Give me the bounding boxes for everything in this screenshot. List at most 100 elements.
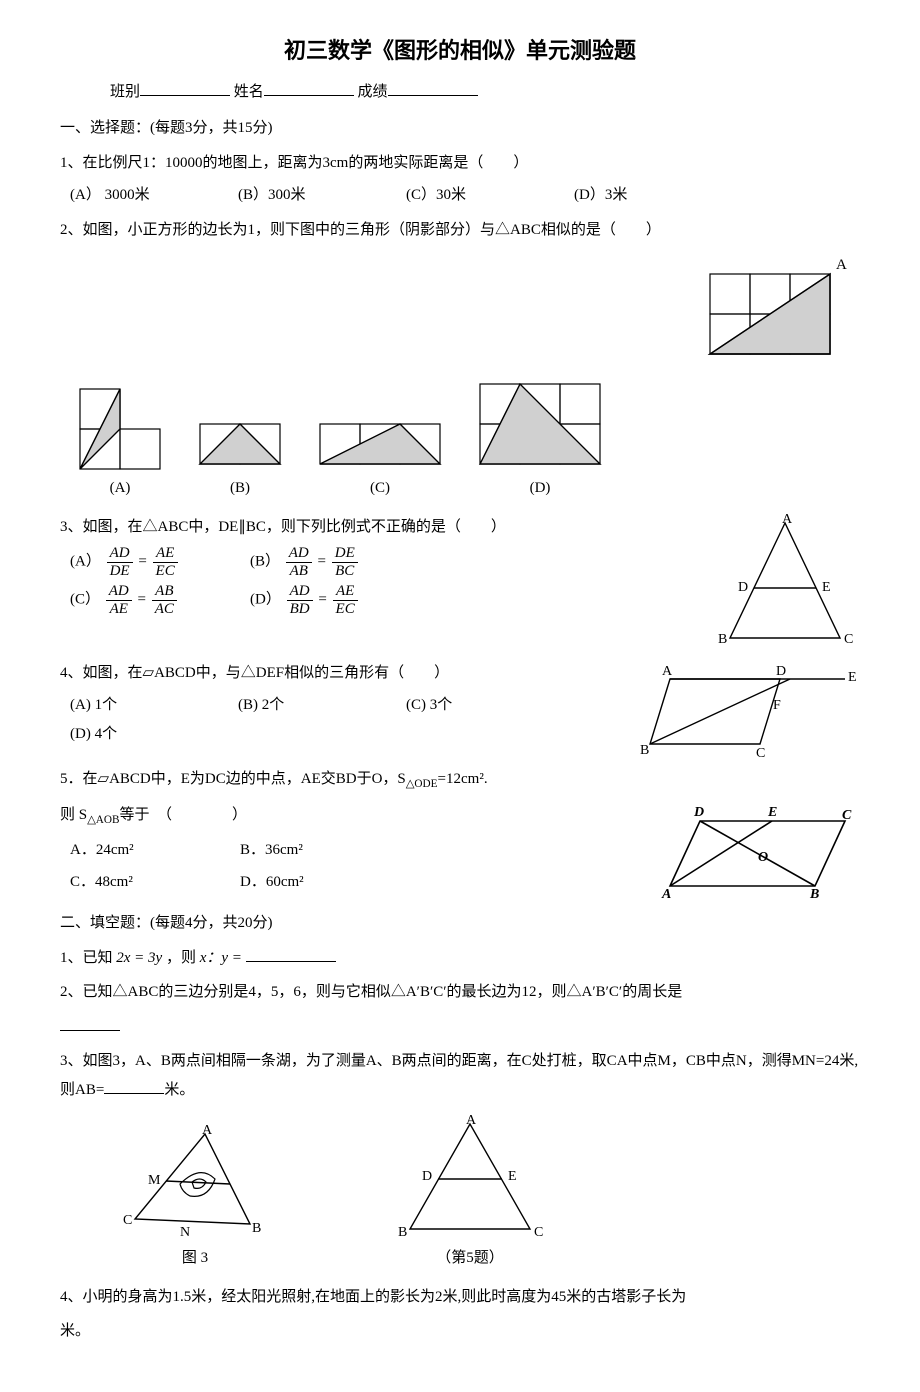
s2q1-prefix: 1、已知 (60, 950, 113, 966)
q4-v-c: C (756, 746, 765, 759)
q3-a-lbl: (A） (70, 554, 101, 570)
q5-stem-line: 5．在▱ABCD中，E为DC边的中点，AE交BD于O，S△ODE=12cm². (60, 765, 860, 795)
q4-v-d: D (776, 664, 786, 679)
q5-mid: ABCD中，E为DC边的中点，AE交BD于O，S (109, 771, 406, 787)
q5-suffix: =12cm². (438, 771, 488, 787)
q4: 4、如图，在▱ABCD中，与△DEF相似的三角形有（ ） (A) 1个 (B) … (60, 659, 860, 759)
q2-fig-d (470, 374, 610, 474)
q4-opt-d: (D) 4个 (70, 720, 210, 749)
s2q3f1-n: N (180, 1225, 190, 1240)
frac-den: BC (332, 563, 358, 580)
q5-v-e: E (767, 805, 777, 820)
frac-den: DE (107, 563, 133, 580)
name-label: 姓名 (234, 84, 264, 100)
score-label: 成绩 (358, 84, 388, 100)
q4-stem: 4、如图，在▱ABCD中，与△DEF相似的三角形有（ ） (60, 659, 600, 688)
q3-figure: A B C D E (710, 513, 860, 653)
s2-q1: 1、已知 2x = 3y ，则 x：y = (60, 944, 860, 973)
q4-opt-c: (C) 3个 (406, 691, 546, 720)
frac-num: AD (107, 545, 133, 563)
frac-num: AE (153, 545, 178, 563)
frac-den: AB (286, 563, 312, 580)
q1: 1、在比例尺1：10000的地图上，距离为3cm的两地实际距离是（ ） (A） … (60, 149, 860, 210)
q5-v-a: A (661, 887, 671, 901)
s2q3-cap1: 图 3 (120, 1244, 270, 1273)
frac-num: AD (286, 545, 312, 563)
frac-den: EC (153, 563, 178, 580)
s2q2-blank (60, 1015, 120, 1031)
frac-num: AE (333, 583, 358, 601)
q4-opt-b: (B) 2个 (238, 691, 378, 720)
s2q3-fig1: A C B M N (120, 1124, 270, 1244)
q3-v-c: C (844, 632, 853, 647)
s2q4-unit: 米。 (60, 1323, 90, 1339)
q5-opt-b: B．36cm² (240, 836, 380, 865)
s2-q2-blank-line (60, 1013, 860, 1042)
q4-v-a: A (662, 664, 673, 679)
s2q3-unit: 米。 (164, 1082, 194, 1098)
q5-line2: 则 S△AOB等于 （ ） (60, 801, 620, 831)
s2q4-text: 4、小明的身高为1.5米，经太阳光照射,在地面上的影长为2米,则此时高度为45米… (60, 1289, 686, 1305)
q1-options: (A） 3000米 (B）300米 (C）30米 (D）3米 (70, 181, 860, 210)
q5-prefix: 5．在 (60, 771, 98, 787)
s2q1-eq: 2x = 3y (116, 950, 162, 966)
q2-label-c: (C) (310, 474, 450, 503)
s2q3-fig2: A B C D E (390, 1114, 550, 1244)
q3-d-lbl: (D） (250, 592, 281, 608)
q5-l2-sub: △AOB (87, 814, 119, 826)
q1-opt-a: (A） 3000米 (70, 181, 210, 210)
frac-den: AC (152, 601, 177, 618)
name-blank (264, 80, 354, 96)
q2: 2、如图，小正方形的边长为1，则下图中的三角形（阴影部分）与△ABC相似的是（ … (60, 216, 860, 503)
frac-num: AB (152, 583, 177, 601)
q1-opt-b: (B）300米 (238, 181, 378, 210)
q2-option-figures: (A) (B) (C) (70, 374, 860, 503)
q4-figure: A D E B C F (630, 659, 860, 759)
s2q3-cap2: （第5题） (390, 1244, 550, 1273)
q5-l2-prefix: 则 S (60, 807, 87, 823)
q4-v-b: B (640, 743, 649, 758)
q3-b-lbl: (B） (250, 554, 280, 570)
q3-opt-c: (C） ADAE = ABAC (70, 583, 210, 617)
s2q3-figures: A C B M N 图 3 A B C D E （第5题） (120, 1114, 860, 1273)
q5-v-c: C (842, 808, 852, 823)
s2q3f1-c: C (123, 1213, 132, 1228)
score-blank (388, 80, 478, 96)
s2q3f2-e: E (508, 1169, 517, 1184)
s2q3-blank (104, 1078, 164, 1094)
s2-q3: 3、如图3，A、B两点间相隔一条湖，为了测量A、B两点间的距离，在C处打桩，取C… (60, 1047, 860, 1104)
s2q3f1-m: M (148, 1173, 161, 1188)
q3-opt-b: (B） ADAB = DEBC (250, 545, 390, 579)
q2-fig-c (310, 414, 450, 474)
frac-den: BD (287, 601, 313, 618)
frac-num: AD (106, 583, 132, 601)
q2-label-b: (B) (190, 474, 290, 503)
q5: 则 S△AOB等于 （ ） A．24cm² B．36cm² C．48cm² D．… (60, 801, 860, 901)
class-label: 班别 (110, 84, 140, 100)
s2q3f2-d: D (422, 1169, 432, 1184)
q2-ref-vertex-a: A (836, 257, 847, 273)
q3-v-a: A (782, 513, 793, 527)
s2q3f2-a: A (466, 1114, 477, 1128)
q5-figure: D E C A B O (650, 801, 860, 901)
q1-stem: 1、在比例尺1：10000的地图上，距离为3cm的两地实际距离是（ ） (60, 149, 860, 178)
q3-opt-a: (A） ADDE = AEEC (70, 545, 210, 579)
q4-stem-suffix: ABCD中，与△DEF相似的三角形有（ ） (154, 665, 449, 681)
frac-den: AE (106, 601, 132, 618)
q2-stem: 2、如图，小正方形的边长为1，则下图中的三角形（阴影部分）与△ABC相似的是（ … (60, 216, 860, 245)
q5-v-b: B (809, 887, 819, 901)
s2-q4: 4、小明的身高为1.5米，经太阳光照射,在地面上的影长为2米,则此时高度为45米… (60, 1283, 860, 1312)
info-line: 班别 姓名 成绩 (60, 78, 860, 107)
q3-stem: 3、如图，在△ABC中，DE∥BC，则下列比例式不正确的是（ ） (60, 513, 680, 542)
q2-figures: A (60, 254, 860, 364)
s2q1-ratio: x：y = (200, 950, 242, 966)
q3-opt-d: (D） ADBD = AEEC (250, 583, 390, 617)
s2q2-text: 2、已知△ABC的三边分别是4，5，6，则与它相似△A′B′C′的最长边为12，… (60, 984, 682, 1000)
s2q3f1-a: A (202, 1124, 213, 1138)
q5-v-o: O (758, 850, 768, 865)
section-2-heading: 二、填空题：(每题4分，共20分) (60, 909, 860, 938)
q2-label-a: (A) (70, 474, 170, 503)
s2q3f1-b: B (252, 1221, 261, 1236)
q1-opt-c: (C）30米 (406, 181, 546, 210)
q3-v-b: B (718, 632, 727, 647)
